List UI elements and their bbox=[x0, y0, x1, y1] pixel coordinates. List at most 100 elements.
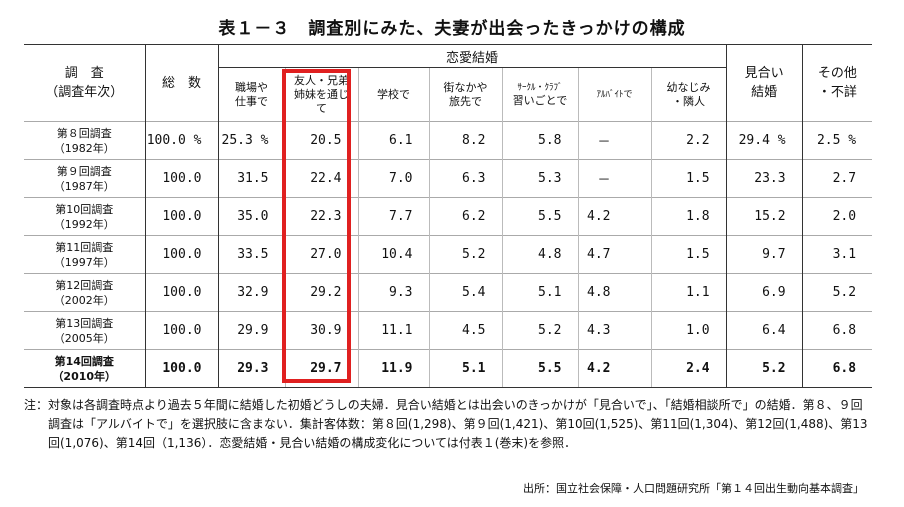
source-citation: 出所：国立社会保障・人口問題研究所「第１４回出生動向基本調査」 bbox=[523, 482, 864, 495]
survey-year: （1987年） bbox=[53, 179, 115, 193]
survey-label-cell: 第11回調査 （1997年） bbox=[24, 235, 145, 274]
child-cell: 1.8 bbox=[650, 197, 727, 236]
other-header: その他 ・不詳 bbox=[801, 44, 873, 122]
child-cell: 1.5 bbox=[650, 235, 727, 274]
parttime-cell: 4.2 bbox=[577, 349, 651, 388]
total-cell: 100.0 bbox=[144, 235, 218, 274]
table-row: 第14回調査 （2010年） 100.0 29.3 29.7 11.9 5.1 5.5 4.2 2… bbox=[24, 349, 873, 388]
circle-cell: 5.8 bbox=[501, 121, 578, 160]
other-cell: 2.7 bbox=[801, 159, 873, 198]
other-cell: 6.8 bbox=[801, 311, 873, 350]
table-row: 第10回調査 （1992年） 100.0 35.0 22.3 7.7 6.2 5.5 4.2 1.… bbox=[24, 197, 873, 236]
survey-label-cell: 第13回調査 （2005年） bbox=[24, 311, 145, 350]
friend-cell: 20.5 bbox=[284, 121, 358, 160]
child-cell: 1.5 bbox=[650, 159, 727, 198]
town-cell: 5.2 bbox=[428, 235, 502, 274]
survey-name: 第８回調査 bbox=[56, 126, 112, 140]
survey-name: 第12回調査 bbox=[55, 278, 114, 292]
survey-year: （1992年） bbox=[53, 217, 115, 231]
arranged-cell: 5.2 bbox=[725, 349, 803, 388]
survey-year: （2002年） bbox=[53, 293, 115, 307]
table-row: 第９回調査 （1987年） 100.0 31.5 22.4 7.0 6.3 5.3 － 1.5 23… bbox=[24, 159, 873, 198]
table-subheader-row: 職場や 仕事で 友人・兄弟 姉妹を通じ て 学校で 街なかや 旅先で ｻｰｸﾙ・… bbox=[24, 67, 872, 122]
circle-cell: 5.1 bbox=[501, 273, 578, 312]
friend-cell: 27.0 bbox=[284, 235, 358, 274]
survey-name: 第９回調査 bbox=[56, 164, 112, 178]
school-cell: 10.4 bbox=[357, 235, 429, 274]
survey-table: 調 査 （調査年次） 総 数 恋愛結婚 見合い 結婚 その他 ・不詳 職場や 仕… bbox=[24, 44, 873, 388]
page-title: 表１－３ 調査別にみた、夫妻が出会ったきっかけの構成 bbox=[218, 19, 686, 39]
school-cell: 6.1 bbox=[357, 121, 429, 160]
survey-label-cell: 第10回調査 （1992年） bbox=[24, 197, 145, 236]
child-cell: 2.4 bbox=[650, 349, 727, 388]
parttime-cell: 4.2 bbox=[577, 197, 651, 236]
survey-label-cell: 第12回調査 （2002年） bbox=[24, 273, 145, 312]
table-body: 第８回調査 （1982年） 100.0 % 25.3 % 20.5 6.1 8.2 5.8 － 2… bbox=[24, 121, 873, 388]
arranged-cell: 6.9 bbox=[725, 273, 803, 312]
survey-header: 調 査 （調査年次） bbox=[45, 66, 124, 100]
town-cell: 5.4 bbox=[428, 273, 502, 312]
other-cell: 3.1 bbox=[801, 235, 873, 274]
survey-label-cell: 第９回調査 （1987年） bbox=[24, 159, 145, 198]
school-cell: 7.7 bbox=[357, 197, 429, 236]
work-cell: 32.9 bbox=[217, 273, 285, 312]
parttime-cell: 4.8 bbox=[577, 273, 651, 312]
circle-header: ｻｰｸﾙ・ｸﾗﾌﾞ 習いごとで bbox=[501, 67, 578, 122]
footnote-lead: 注： bbox=[24, 398, 49, 412]
survey-name: 第14回調査 bbox=[54, 354, 114, 368]
arranged-cell: 9.7 bbox=[725, 235, 803, 274]
work-cell: 35.0 bbox=[217, 197, 285, 236]
other-cell: 2.0 bbox=[801, 197, 873, 236]
table-row: 第11回調査 （1997年） 100.0 33.5 27.0 10.4 5.2 4.8 4.7 1… bbox=[24, 235, 873, 274]
work-header: 職場や 仕事で bbox=[217, 67, 285, 122]
town-header: 街なかや 旅先で bbox=[428, 67, 502, 122]
circle-cell: 5.2 bbox=[501, 311, 578, 350]
school-cell: 9.3 bbox=[357, 273, 429, 312]
total-cell: 100.0 bbox=[144, 273, 218, 312]
work-cell: 33.5 bbox=[217, 235, 285, 274]
town-cell: 4.5 bbox=[428, 311, 502, 350]
town-cell: 6.2 bbox=[428, 197, 502, 236]
child-cell: 2.2 bbox=[650, 121, 727, 160]
survey-label-cell: 第８回調査 （1982年） bbox=[24, 121, 145, 160]
total-cell: 100.0 bbox=[144, 349, 218, 388]
table-row: 第13回調査 （2005年） 100.0 29.9 30.9 11.1 4.5 5.2 4.3 1… bbox=[24, 311, 873, 350]
child-cell: 1.1 bbox=[650, 273, 727, 312]
town-cell: 6.3 bbox=[428, 159, 502, 198]
work-cell: 25.3 % bbox=[217, 121, 285, 160]
other-cell: 5.2 bbox=[801, 273, 873, 312]
arranged-cell: 15.2 bbox=[725, 197, 803, 236]
arranged-cell: 23.3 bbox=[725, 159, 803, 198]
arranged-cell: 6.4 bbox=[725, 311, 803, 350]
town-cell: 5.1 bbox=[428, 349, 502, 388]
total-cell: 100.0 % bbox=[144, 121, 218, 160]
survey-name: 第10回調査 bbox=[55, 202, 114, 216]
circle-cell: 5.5 bbox=[501, 197, 578, 236]
school-cell: 11.9 bbox=[357, 349, 429, 388]
total-cell: 100.0 bbox=[144, 159, 218, 198]
friend-header: 友人・兄弟 姉妹を通じ て bbox=[284, 67, 358, 122]
survey-label-cell: 第14回調査 （2010年） bbox=[24, 349, 145, 388]
total-cell: 100.0 bbox=[144, 311, 218, 350]
other-cell: 2.5 % bbox=[801, 121, 873, 160]
friend-cell: 22.3 bbox=[284, 197, 358, 236]
table-row: 第８回調査 （1982年） 100.0 % 25.3 % 20.5 6.1 8.2 5.8 － 2… bbox=[24, 121, 873, 160]
school-cell: 7.0 bbox=[357, 159, 429, 198]
school-cell: 11.1 bbox=[357, 311, 429, 350]
childhood-friend-header: 幼なじみ ・隣人 bbox=[650, 67, 727, 122]
footnote-body: 対象は各調査時点より過去５年間に結婚した初婚どうしの夫婦．見合い結婚とは出会いの… bbox=[48, 398, 868, 450]
circle-cell: 4.8 bbox=[501, 235, 578, 274]
survey-year: （2005年） bbox=[53, 331, 115, 345]
school-header: 学校で bbox=[357, 67, 429, 122]
work-cell: 29.9 bbox=[217, 311, 285, 350]
circle-cell: 5.3 bbox=[501, 159, 578, 198]
town-cell: 8.2 bbox=[428, 121, 502, 160]
highlight-box bbox=[282, 69, 351, 383]
parttime-cell: － bbox=[577, 159, 651, 198]
survey-year: （2010年） bbox=[52, 369, 117, 383]
work-cell: 31.5 bbox=[217, 159, 285, 198]
table-row: 第12回調査 （2002年） 100.0 32.9 29.2 9.3 5.4 5.1 4.8 1.… bbox=[24, 273, 873, 312]
footnote: 注： 対象は各調査時点より過去５年間に結婚した初婚どうしの夫婦．見合い結婚とは出… bbox=[24, 396, 874, 453]
arranged-cell: 29.4 % bbox=[725, 121, 803, 160]
parttime-cell: 4.3 bbox=[577, 311, 651, 350]
